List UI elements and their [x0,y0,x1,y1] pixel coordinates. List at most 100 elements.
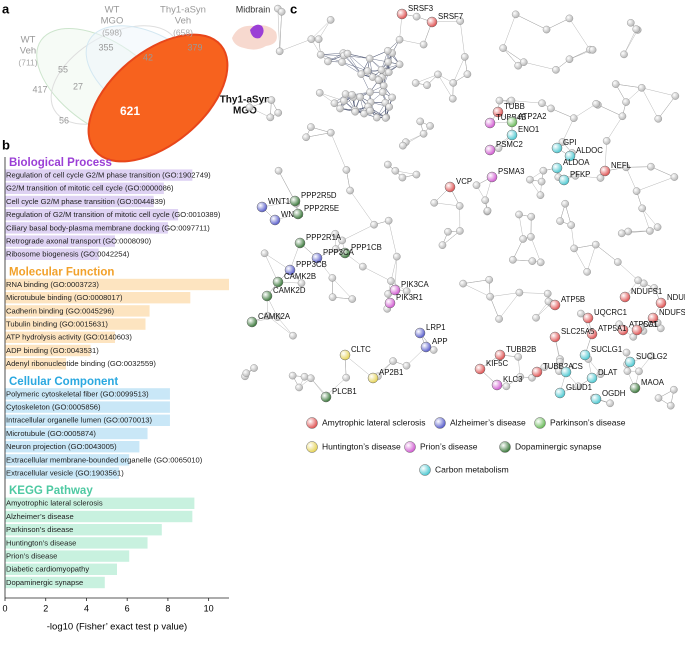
node-label: KIF5C [486,359,508,368]
edge [570,225,575,249]
node [647,352,656,360]
set-total: (711) [18,57,37,67]
edge [642,208,658,228]
edge [394,256,398,291]
edge [550,108,574,119]
edge [332,277,353,300]
node [586,328,598,340]
edge [518,214,524,240]
edge [344,354,374,379]
node-label: CAMK2B [284,272,316,281]
bar [5,441,140,453]
edge [264,253,279,283]
node-label: ATP5C1 [629,320,658,329]
set-name: MGO [233,106,257,117]
edge [463,279,490,284]
edge [512,238,524,260]
edge [437,74,453,99]
bar-label: RNA binding (GO:0003723) [6,280,99,289]
node-label: MAOA [641,378,665,387]
node [396,8,408,20]
venn-count: 27 [73,81,83,91]
node [514,353,523,361]
node [378,88,387,97]
node [456,227,464,235]
node [634,276,642,285]
node [602,137,611,145]
bar-label: Polymeric cytoskeletal fiber (GO:0099513… [6,389,149,398]
node [391,167,400,175]
node [556,217,564,225]
bar-label: G2/M transition of mitotic cell cycle (G… [6,184,174,193]
node [484,144,496,156]
panel-label: b [2,137,10,152]
node [356,93,364,101]
node [366,106,374,115]
node [411,79,420,87]
node-label: GLUD1 [566,383,592,392]
edge [573,248,588,272]
node [256,201,268,213]
node [549,331,561,343]
edge [330,132,347,171]
node [538,99,546,108]
edge [434,202,460,207]
legend-swatch [434,417,446,429]
edge [453,56,465,83]
node [289,331,297,340]
node [338,236,346,245]
node [614,258,622,266]
node [486,171,498,183]
node [273,313,282,321]
edge [606,116,623,142]
node [554,387,566,399]
node [650,284,659,292]
node [314,35,323,44]
node [373,113,381,122]
bar [5,358,67,370]
node [395,35,404,44]
edge [459,21,465,57]
edge [641,87,659,119]
node [274,166,283,175]
edge [347,53,368,72]
node [414,327,426,339]
node [370,220,378,229]
edge [390,256,398,282]
edge [267,315,294,336]
node [509,255,517,264]
node-label: ALDOA [563,158,590,167]
node [388,93,397,102]
node-label: PFKP [570,170,590,179]
node [338,58,346,66]
edge [277,317,294,336]
node [275,47,284,56]
node [596,370,605,378]
node-label: ATP5A1 [598,324,626,333]
node [297,279,306,287]
edge [326,377,347,396]
node-label: PPP3CA [323,248,355,257]
node-label: SUCLG2 [636,352,667,361]
node [514,61,522,70]
node [420,341,432,353]
node [620,50,628,59]
node [365,54,374,63]
legend-swatch [499,441,511,453]
node [430,199,439,207]
node [266,113,275,122]
edge [415,74,439,84]
edge [595,244,618,263]
edge [311,19,331,40]
node [547,104,555,113]
node [540,363,549,371]
node [263,311,272,320]
node [342,373,350,382]
bar-label: Prion’s disease [6,552,57,561]
group-heading: Biological Process [9,157,112,169]
node-label: NEFL [611,161,632,170]
node [472,181,481,190]
x-axis-label: -log10 (Fisher’ exact test p value) [47,622,187,633]
node [402,361,411,370]
bar [5,524,162,536]
